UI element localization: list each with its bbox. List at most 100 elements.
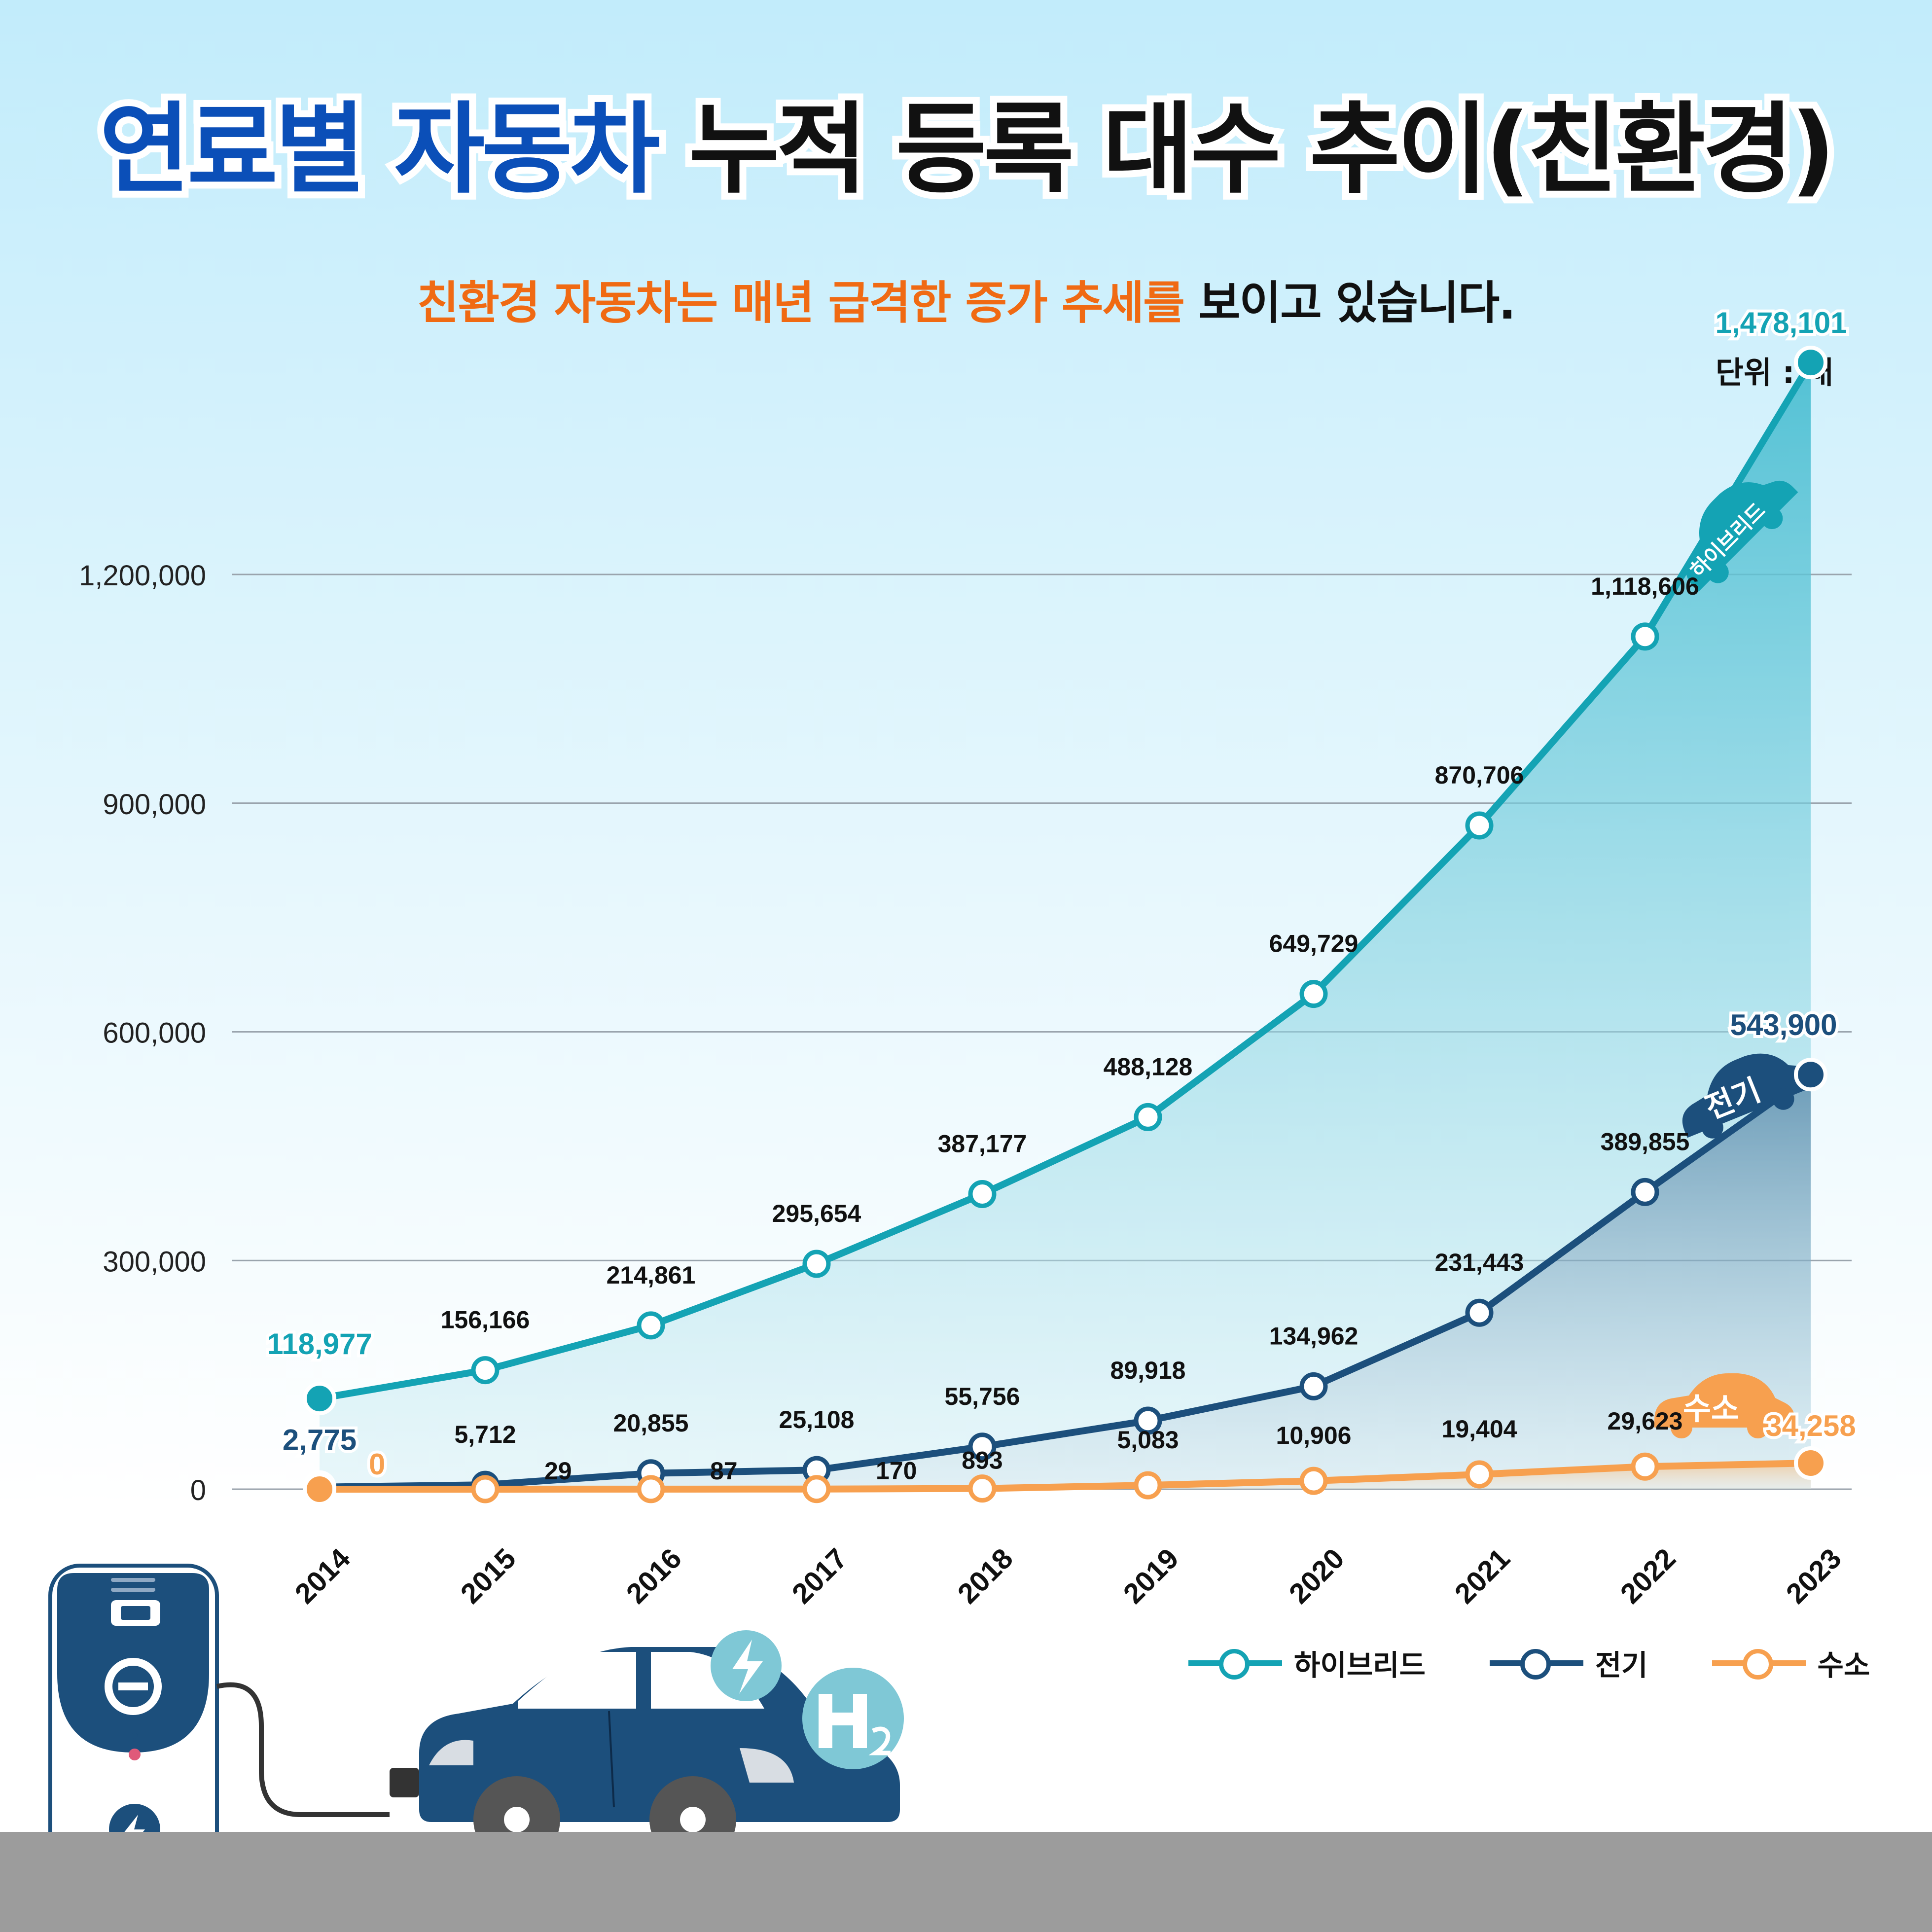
car-tag-body: [1654, 1373, 1795, 1428]
data-label-hybrid: 118,977: [267, 1327, 372, 1360]
point-electric: [1299, 1372, 1328, 1400]
data-label-hybrid: 1,118,606: [1591, 572, 1699, 600]
point-hydrogen: [802, 1475, 831, 1503]
point-hydrogen: [1465, 1460, 1494, 1489]
legend: 하이브리드 전기 수소: [1188, 1642, 1870, 1683]
data-label-hydrogen: 10,906: [1276, 1422, 1352, 1449]
point-hydrogen: [637, 1475, 665, 1503]
data-label-hydrogen: 29: [544, 1457, 572, 1485]
data-label-electric: 134,962: [1269, 1322, 1359, 1350]
car-tag-wheel: [1761, 507, 1783, 530]
point-hydrogen: [1134, 1471, 1162, 1500]
area-layer: [320, 362, 1811, 1489]
lightning-icon: [711, 1630, 782, 1701]
car-tag-label: 수소: [1683, 1391, 1739, 1427]
data-label-hybrid: 387,177: [938, 1130, 1027, 1157]
y-tick-label: 600,000: [103, 1017, 206, 1049]
legend-swatch-hybrid: [1188, 1648, 1282, 1680]
point-layer: [303, 346, 1827, 1506]
point-electric: [1794, 1058, 1827, 1092]
point-electric: [1465, 1298, 1494, 1327]
x-tick-label: 2020: [1283, 1542, 1351, 1610]
title-highlight: 연료별 자동차: [93, 85, 668, 214]
point-hybrid: [968, 1180, 997, 1208]
x-tick-label: 2021: [1449, 1542, 1516, 1610]
car-tag-wheel: [1772, 1088, 1794, 1110]
ground-strip: [0, 1832, 1932, 1932]
data-label-electric: 55,756: [945, 1383, 1020, 1410]
y-tick-label: 900,000: [103, 788, 206, 821]
legend-label-hybrid: 하이브리드: [1294, 1648, 1426, 1682]
data-label-electric: 231,443: [1435, 1249, 1524, 1276]
charging-station-illustration: [48, 1564, 439, 1886]
y-tick-label: 300,000: [103, 1246, 206, 1278]
x-tick-label: 2015: [455, 1542, 522, 1610]
point-hybrid: [1134, 1103, 1162, 1131]
y-tick-label: 0: [190, 1474, 206, 1506]
data-label-hydrogen: 34,258: [1765, 1409, 1856, 1442]
car-tag-hydrogen: 수소: [1654, 1373, 1795, 1438]
y-tick-label: 1,200,000: [79, 560, 206, 592]
area-hydrogen: [320, 1463, 1811, 1489]
line-hybrid: [316, 359, 1814, 1402]
data-label-hydrogen: 19,404: [1442, 1415, 1517, 1443]
point-hybrid: [1299, 980, 1328, 1008]
car-tag-wheel: [1701, 1116, 1723, 1139]
page-subtitle: 친환경 자동차는 매년 급격한 증가 추세를 보이고 있습니다.: [0, 266, 1932, 332]
point-hybrid: [1465, 811, 1494, 840]
data-label-hydrogen: 29,623: [1608, 1407, 1683, 1435]
data-label-electric: 5,712: [454, 1421, 516, 1448]
x-tick-label: 2018: [952, 1542, 1019, 1610]
data-label-hydrogen: 87: [710, 1457, 738, 1485]
page-title: 연료별 자동차 누적 등록 대수 추이(친환경): [0, 69, 1932, 214]
legend-swatch-hydrogen: [1712, 1648, 1806, 1680]
data-label-hydrogen: 170: [876, 1457, 917, 1485]
hydrogen-h2-icon: [802, 1668, 904, 1769]
subtitle-rest: 보이고 있습니다.: [1198, 277, 1516, 329]
line-layer: [316, 359, 1814, 1493]
x-tick-label: 2017: [786, 1542, 854, 1610]
legend-item-hybrid: 하이브리드: [1188, 1642, 1426, 1683]
point-hybrid: [1631, 622, 1659, 651]
x-tick-label: 2014: [289, 1542, 357, 1610]
point-hydrogen: [1794, 1446, 1827, 1480]
data-label-hybrid: 1,478,101: [1716, 306, 1847, 339]
point-hydrogen: [1299, 1467, 1328, 1495]
area-electric: [320, 1074, 1811, 1489]
data-label-electric: 25,108: [779, 1406, 855, 1433]
point-hybrid: [471, 1356, 500, 1385]
point-electric: [1134, 1406, 1162, 1435]
car-tag-wheel: [1671, 1417, 1692, 1438]
legend-swatch-electric: [1489, 1648, 1583, 1680]
legend-item-hydrogen: 수소: [1712, 1642, 1870, 1683]
legend-item-electric: 전기: [1489, 1642, 1648, 1683]
data-label-electric: 389,855: [1601, 1128, 1690, 1155]
x-tick-label: 2023: [1780, 1542, 1848, 1610]
data-label-layer: 118,977 156,166 214,861 295,654 387,177 488,1…: [264, 303, 1859, 1485]
data-label-hydrogen: 5,083: [1117, 1426, 1179, 1454]
data-label-electric: 20,855: [613, 1409, 689, 1437]
car-illustration: [419, 1647, 900, 1863]
point-hybrid: [802, 1250, 831, 1278]
data-label-electric: 2,775: [283, 1424, 357, 1457]
data-label-hydrogen: 893: [962, 1447, 1002, 1474]
line-hydrogen: [316, 1460, 1814, 1493]
legend-label-hydrogen: 수소: [1817, 1648, 1870, 1682]
point-hydrogen: [1631, 1452, 1659, 1481]
data-label-hybrid: 295,654: [772, 1200, 861, 1227]
title-rest: 누적 등록 대수 추이(친환경): [682, 85, 1843, 214]
area-hybrid: [320, 362, 1811, 1489]
point-hydrogen: [303, 1472, 336, 1506]
x-tick-label: 2016: [620, 1542, 688, 1610]
data-label-hydrogen: 0: [369, 1448, 385, 1481]
data-label-hybrid: 214,861: [607, 1261, 696, 1289]
data-label-hybrid: 488,128: [1104, 1053, 1193, 1080]
car-tag-wheel: [1747, 1417, 1769, 1438]
data-label-electric: 89,918: [1110, 1357, 1186, 1384]
point-electric: [968, 1432, 997, 1461]
point-hydrogen: [968, 1474, 997, 1503]
data-label-hybrid: 649,729: [1269, 930, 1359, 958]
point-hybrid: [637, 1311, 665, 1340]
point-hybrid: [1794, 346, 1827, 380]
